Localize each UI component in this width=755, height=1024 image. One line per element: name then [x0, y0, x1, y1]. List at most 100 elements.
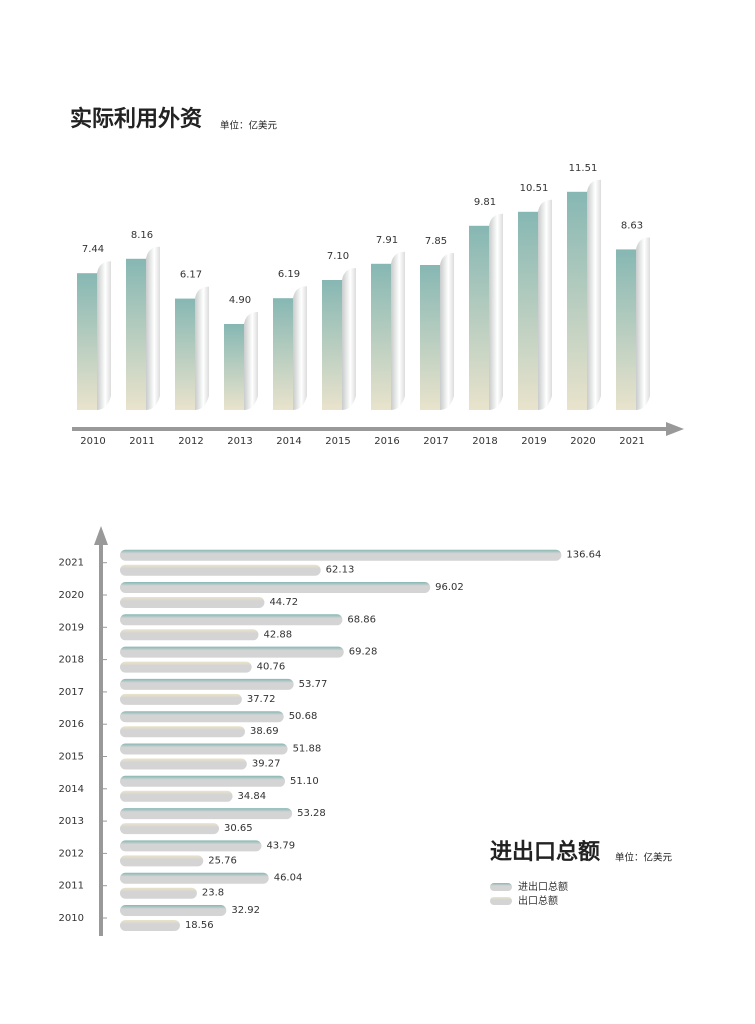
value-label: 42.88: [264, 629, 293, 640]
bar: [120, 726, 245, 738]
bar: [120, 790, 233, 802]
value-label: 10.51: [520, 183, 549, 194]
x-tick-label: 2018: [472, 436, 497, 447]
x-tick-label: 2010: [80, 436, 105, 447]
bar: [469, 225, 489, 410]
bar: [518, 211, 538, 410]
value-label: 32.92: [231, 905, 260, 916]
chart-subtitle: 单位：亿美元: [615, 852, 673, 864]
value-label: 43.79: [266, 840, 295, 851]
bar: [120, 564, 321, 576]
x-tick-label: 2020: [570, 436, 595, 447]
x-tick-label: 2019: [521, 436, 546, 447]
bar-curl: [391, 251, 405, 410]
x-tick-label: 2015: [325, 436, 350, 447]
chart-subtitle: 单位：亿美元: [220, 120, 278, 132]
value-label: 30.65: [224, 823, 253, 834]
value-label: 11.51: [569, 163, 598, 174]
value-label: 4.90: [229, 295, 251, 306]
axis-arrow: [666, 422, 684, 436]
bar: [77, 273, 97, 410]
y-tick-label: 2018: [59, 655, 84, 666]
x-tick-label: 2012: [178, 436, 203, 447]
bar: [120, 823, 219, 835]
value-label: 7.44: [82, 244, 104, 255]
value-label: 44.72: [269, 597, 298, 608]
x-tick-label: 2017: [423, 436, 448, 447]
bar-curl: [342, 268, 356, 410]
x-tick-label: 2011: [129, 436, 154, 447]
value-label: 8.16: [131, 230, 153, 241]
y-tick-label: 2010: [59, 913, 84, 924]
bar-curl: [195, 286, 209, 410]
x-tick-label: 2016: [374, 436, 399, 447]
value-label: 25.76: [208, 855, 237, 866]
bar: [224, 324, 244, 410]
bar: [120, 582, 431, 593]
bar: [126, 258, 146, 410]
bar: [120, 920, 180, 931]
bar: [273, 298, 293, 410]
y-tick-label: 2017: [59, 687, 84, 698]
legend-swatch: [490, 897, 512, 905]
legend-label: 进出口总额: [518, 880, 568, 893]
bar: [120, 597, 265, 608]
bar-curl: [440, 253, 454, 410]
value-label: 6.17: [180, 270, 202, 281]
y-tick-label: 2019: [59, 622, 84, 633]
bar: [120, 693, 242, 705]
bar-curl: [538, 199, 552, 410]
bar-curl: [587, 179, 601, 410]
bar: [120, 614, 343, 626]
value-label: 69.28: [349, 647, 378, 658]
bar: [120, 629, 259, 641]
bar: [120, 905, 227, 916]
value-label: 40.76: [257, 662, 286, 673]
bar: [120, 840, 262, 852]
value-label: 50.68: [289, 711, 318, 722]
value-label: 8.63: [621, 220, 643, 231]
value-label: 18.56: [185, 920, 214, 931]
x-tick-label: 2021: [619, 436, 644, 447]
value-label: 68.86: [347, 614, 376, 625]
value-label: 7.85: [425, 236, 447, 247]
bar: [371, 263, 391, 410]
bar: [120, 678, 294, 690]
bar: [120, 661, 252, 673]
bar: [322, 280, 342, 410]
x-tick-label: 2013: [227, 436, 252, 447]
bar: [120, 646, 344, 658]
y-tick-label: 2014: [59, 784, 84, 795]
value-label: 51.88: [293, 744, 322, 755]
value-label: 7.91: [376, 235, 398, 246]
value-label: 34.84: [238, 791, 267, 802]
bar: [120, 775, 286, 787]
bar: [120, 758, 247, 770]
bar-curl: [636, 237, 650, 410]
bar: [567, 191, 587, 410]
bar: [420, 265, 440, 410]
bar: [120, 743, 288, 755]
value-label: 46.04: [274, 873, 303, 884]
bar: [120, 872, 269, 884]
y-tick-label: 2011: [59, 881, 84, 892]
value-label: 38.69: [250, 726, 279, 737]
value-label: 37.72: [247, 694, 276, 705]
y-tick-label: 2015: [59, 752, 84, 763]
value-label: 23.8: [202, 888, 224, 899]
y-tick-label: 2020: [59, 590, 84, 601]
value-label: 39.27: [252, 759, 281, 770]
bar-curl: [293, 286, 307, 410]
value-label: 62.13: [326, 565, 355, 576]
value-label: 51.10: [290, 776, 319, 787]
bar: [120, 887, 197, 899]
bar-curl: [146, 246, 160, 410]
bar: [616, 249, 636, 410]
value-label: 53.28: [297, 808, 326, 819]
bar: [120, 549, 562, 561]
chart-title: 实际利用外资: [70, 106, 202, 132]
bar: [120, 808, 293, 820]
value-label: 6.19: [278, 269, 300, 280]
legend-label: 出口总额: [518, 894, 558, 907]
y-tick-label: 2012: [59, 848, 84, 859]
